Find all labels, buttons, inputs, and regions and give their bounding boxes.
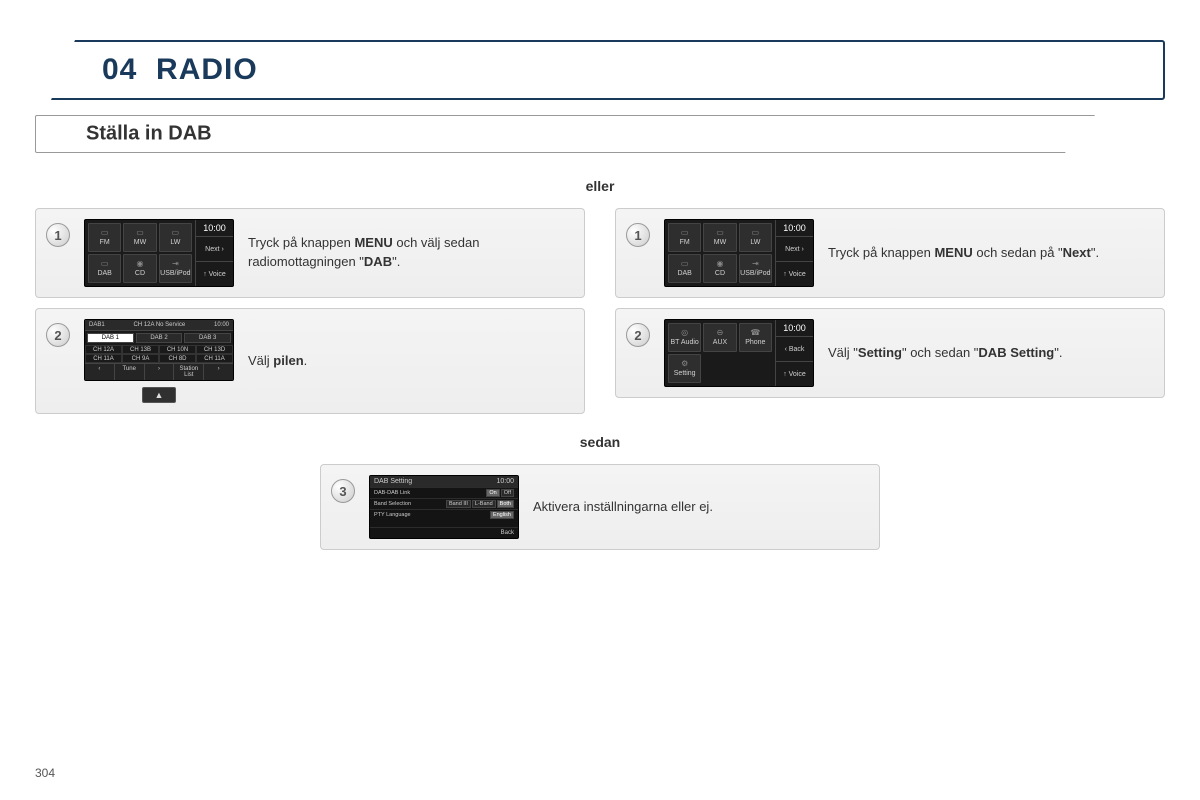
device-screen-dab-setting: DAB Setting 10:00 DAB-DAB Link On Off Ba… [369, 475, 519, 539]
step-card: 2 DAB1 CH 12A No Service 10:00 DAB 1 DAB… [35, 308, 585, 414]
step-number-badge: 1 [46, 223, 70, 247]
section-header: Ställa in DAB [35, 115, 1165, 153]
device-screen-dab-list: DAB1 CH 12A No Service 10:00 DAB 1 DAB 2… [84, 319, 234, 403]
chapter-name: RADIO [156, 53, 258, 86]
connector-or: eller [35, 178, 1165, 194]
chapter-tab-notch [35, 40, 75, 100]
section-notch [1065, 115, 1165, 153]
chapter-number: 04 [102, 53, 137, 86]
step-text: Aktivera inställningarna eller ej. [533, 498, 713, 517]
device-screen-menu: ▭FM ▭MW ▭LW ▭DAB ◉CD ⇥USB/iPod 10:00 Nex… [84, 219, 234, 287]
page-number: 304 [35, 766, 55, 780]
step-number-badge: 1 [626, 223, 650, 247]
final-step-container: 3 DAB Setting 10:00 DAB-DAB Link On Off … [320, 464, 880, 550]
alternatives-row: 1 ▭FM ▭MW ▭LW ▭DAB ◉CD ⇥USB/iPod 10:00 N… [35, 208, 1165, 424]
step-card: 1 ▭FM ▭MW ▭LW ▭DAB ◉CD ⇥USB/iPod 10:00 N… [35, 208, 585, 298]
step-text: Tryck på knappen MENU och sedan på "Next… [828, 244, 1099, 263]
chapter-header: 04 RADIO [35, 40, 1165, 100]
right-column: 1 ▭FM ▭MW ▭LW ▭DAB ◉CD ⇥USB/iPod 10:00 N… [615, 208, 1165, 424]
chapter-title: 04 RADIO [102, 53, 258, 87]
step-card: 1 ▭FM ▭MW ▭LW ▭DAB ◉CD ⇥USB/iPod 10:00 N… [615, 208, 1165, 298]
step-text: Välj "Setting" och sedan "DAB Setting". [828, 344, 1063, 363]
connector-then: sedan [35, 434, 1165, 450]
step-text: Tryck på knappen MENU och välj sedan rad… [248, 234, 570, 272]
step-text: Välj pilen. [248, 352, 307, 371]
device-screen-menu: ▭FM ▭MW ▭LW ▭DAB ◉CD ⇥USB/iPod 10:00 Nex… [664, 219, 814, 287]
section-title: Ställa in DAB [86, 123, 212, 146]
step-card: 2 ◎BT Audio ⊖AUX ☎Phone ⚙Setting 10:00 ‹… [615, 308, 1165, 398]
step-number-badge: 2 [626, 323, 650, 347]
step-number-badge: 3 [331, 479, 355, 503]
step-number-badge: 2 [46, 323, 70, 347]
step-card: 3 DAB Setting 10:00 DAB-DAB Link On Off … [320, 464, 880, 550]
device-screen-menu2: ◎BT Audio ⊖AUX ☎Phone ⚙Setting 10:00 ‹ B… [664, 319, 814, 387]
left-column: 1 ▭FM ▭MW ▭LW ▭DAB ◉CD ⇥USB/iPod 10:00 N… [35, 208, 585, 424]
arrow-up-icon: ▲ [142, 387, 176, 403]
